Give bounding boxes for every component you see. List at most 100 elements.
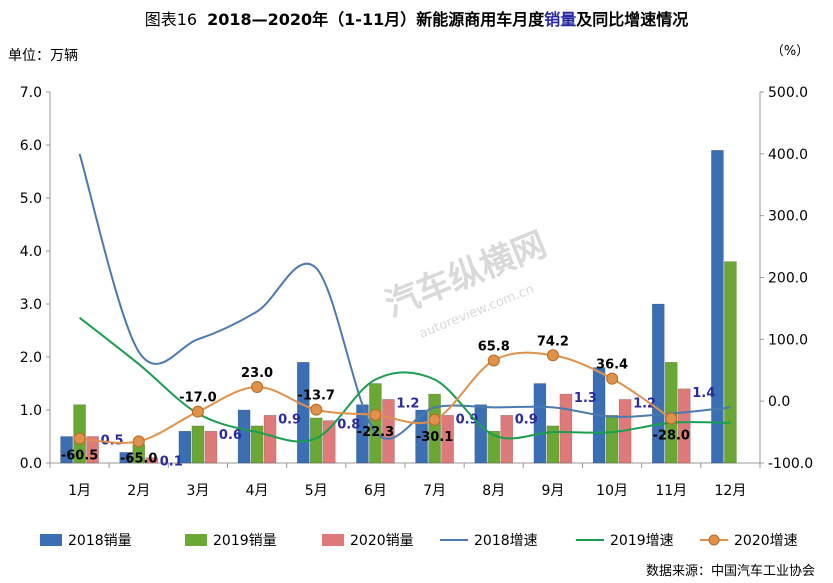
bar-2019销量 [605, 414, 619, 464]
bar-2020-value-label: 0.6 [219, 428, 242, 443]
growth-2020-label: -28.0 [653, 428, 690, 443]
bar-2020-value-label: 1.2 [633, 396, 656, 411]
y-right-tick-label: -100.0 [768, 456, 813, 472]
bar-2018销量 [178, 430, 192, 464]
line-2019增速 [78, 316, 731, 443]
y-right-tick-label: 200.0 [768, 271, 808, 287]
bar-2018销量 [474, 404, 488, 464]
bar-2020销量 [559, 393, 573, 464]
growth-2020-label: 74.2 [537, 334, 569, 349]
marker-2020增速 [546, 349, 559, 362]
growth-2020-label: -65.0 [120, 451, 157, 466]
marker-2020增速 [73, 432, 86, 445]
data-source: 数据来源：中国汽车工业协会 [645, 564, 815, 579]
legend-swatch-2020销量 [322, 534, 344, 546]
growth-2020-label: 36.4 [596, 358, 628, 373]
y-left-tick-label: 5.0 [20, 191, 42, 207]
bar-2020销量 [145, 457, 159, 464]
title-prefix: 2018—2020年（1-11月）新能源商用车月度 [207, 10, 545, 29]
x-tick-label: 8月 [482, 483, 505, 499]
bar-2020销量 [263, 414, 277, 464]
x-tick-label: 11月 [655, 483, 687, 499]
legend-label-2020销量: 2020销量 [350, 533, 414, 549]
bar-2019销量 [369, 383, 382, 464]
legend-label-2019增速: 2019增速 [610, 533, 674, 549]
marker-2020增速 [191, 405, 204, 418]
marker-2020增速 [428, 413, 441, 426]
x-tick-label: 7月 [423, 483, 446, 499]
marker-2020增速 [251, 380, 264, 393]
marker-2020增速 [310, 403, 323, 416]
bar-2020-value-label: 0.5 [101, 434, 124, 449]
y-left-tick-label: 6.0 [20, 138, 42, 154]
bar-2019销量 [546, 425, 560, 464]
title-suffix: 及同比增速情况 [576, 10, 689, 29]
growth-2020-label: -13.7 [298, 389, 335, 404]
x-tick-label: 12月 [715, 483, 747, 499]
bar-2020-value-label: 1.4 [692, 386, 715, 401]
y-left-tick-label: 2.0 [20, 350, 42, 366]
x-tick-label: 2月 [127, 483, 150, 499]
bar-2020-value-label: 0.9 [515, 412, 538, 427]
y-right-tick-label: 400.0 [768, 147, 808, 163]
bar-2019销量 [487, 430, 501, 464]
bar-2020-value-label: 1.3 [574, 391, 597, 406]
bar-2019销量 [428, 393, 441, 464]
y-left-unit-label: 单位：万辆 [8, 48, 78, 64]
legend-marker-2020增速 [708, 534, 720, 546]
legend-label-2018增速: 2018增速 [474, 533, 538, 549]
marker-2020增速 [132, 435, 145, 448]
x-tick-label: 3月 [186, 483, 209, 499]
legend-swatch-2019销量 [185, 534, 207, 546]
line-2018增速 [78, 153, 731, 440]
bar-2018销量 [296, 361, 310, 464]
y-right-unit-label: （%） [771, 44, 809, 59]
bar-2019销量 [724, 261, 737, 464]
legend-label-2020增速: 2020增速 [734, 533, 798, 549]
growth-2020-label: -17.0 [179, 391, 216, 406]
y-left-tick-label: 3.0 [20, 297, 42, 313]
y-left-tick-label: 0.0 [20, 456, 42, 472]
growth-2020-label: 23.0 [241, 366, 273, 381]
legend-label-2018销量: 2018销量 [68, 533, 132, 549]
marker-2020增速 [665, 412, 678, 425]
x-tick-label: 6月 [364, 483, 387, 499]
bar-2018销量 [60, 436, 73, 464]
growth-2020-label: -30.1 [416, 430, 453, 445]
growth-2020-label: -60.5 [61, 449, 98, 464]
bar-2018销量 [119, 452, 133, 464]
bar-2020-value-label: 0.8 [337, 418, 360, 433]
bar-2018销量 [237, 409, 251, 464]
bar-2020-value-label: 0.9 [456, 412, 479, 427]
y-right-tick-label: 100.0 [768, 332, 808, 348]
y-left-tick-label: 1.0 [20, 403, 42, 419]
legend-swatch-2018销量 [40, 534, 62, 546]
bar-2018销量 [533, 383, 547, 464]
bar-2020销量 [204, 430, 218, 464]
growth-2020-label: -22.3 [357, 425, 394, 440]
y-right-tick-label: 500.0 [768, 85, 808, 101]
y-right-tick-label: 0.0 [768, 394, 790, 410]
marker-2020增速 [369, 408, 382, 421]
y-left-tick-label: 4.0 [20, 244, 42, 260]
bar-2020销量 [382, 399, 395, 464]
bar-2020销量 [677, 388, 691, 464]
title-highlight: 销量 [544, 10, 577, 29]
y-left-tick-label: 7.0 [20, 85, 42, 101]
marker-2020增速 [606, 372, 619, 385]
x-tick-label: 4月 [246, 483, 269, 499]
growth-2020-label: 65.8 [478, 339, 510, 354]
bar-2019销量 [191, 425, 205, 464]
bar-2020-value-label: 0.9 [278, 412, 301, 427]
bar-2018销量 [711, 150, 724, 464]
legend-label-2019销量: 2019销量 [213, 533, 277, 549]
x-tick-label: 9月 [541, 483, 564, 499]
bar-2019销量 [250, 425, 264, 464]
x-tick-label: 1月 [68, 483, 91, 499]
figure-label: 图表16 [144, 10, 198, 29]
bar-2020销量 [86, 436, 99, 464]
bar-2020销量 [322, 420, 336, 464]
marker-2020增速 [487, 354, 500, 367]
x-tick-label: 5月 [305, 483, 328, 499]
